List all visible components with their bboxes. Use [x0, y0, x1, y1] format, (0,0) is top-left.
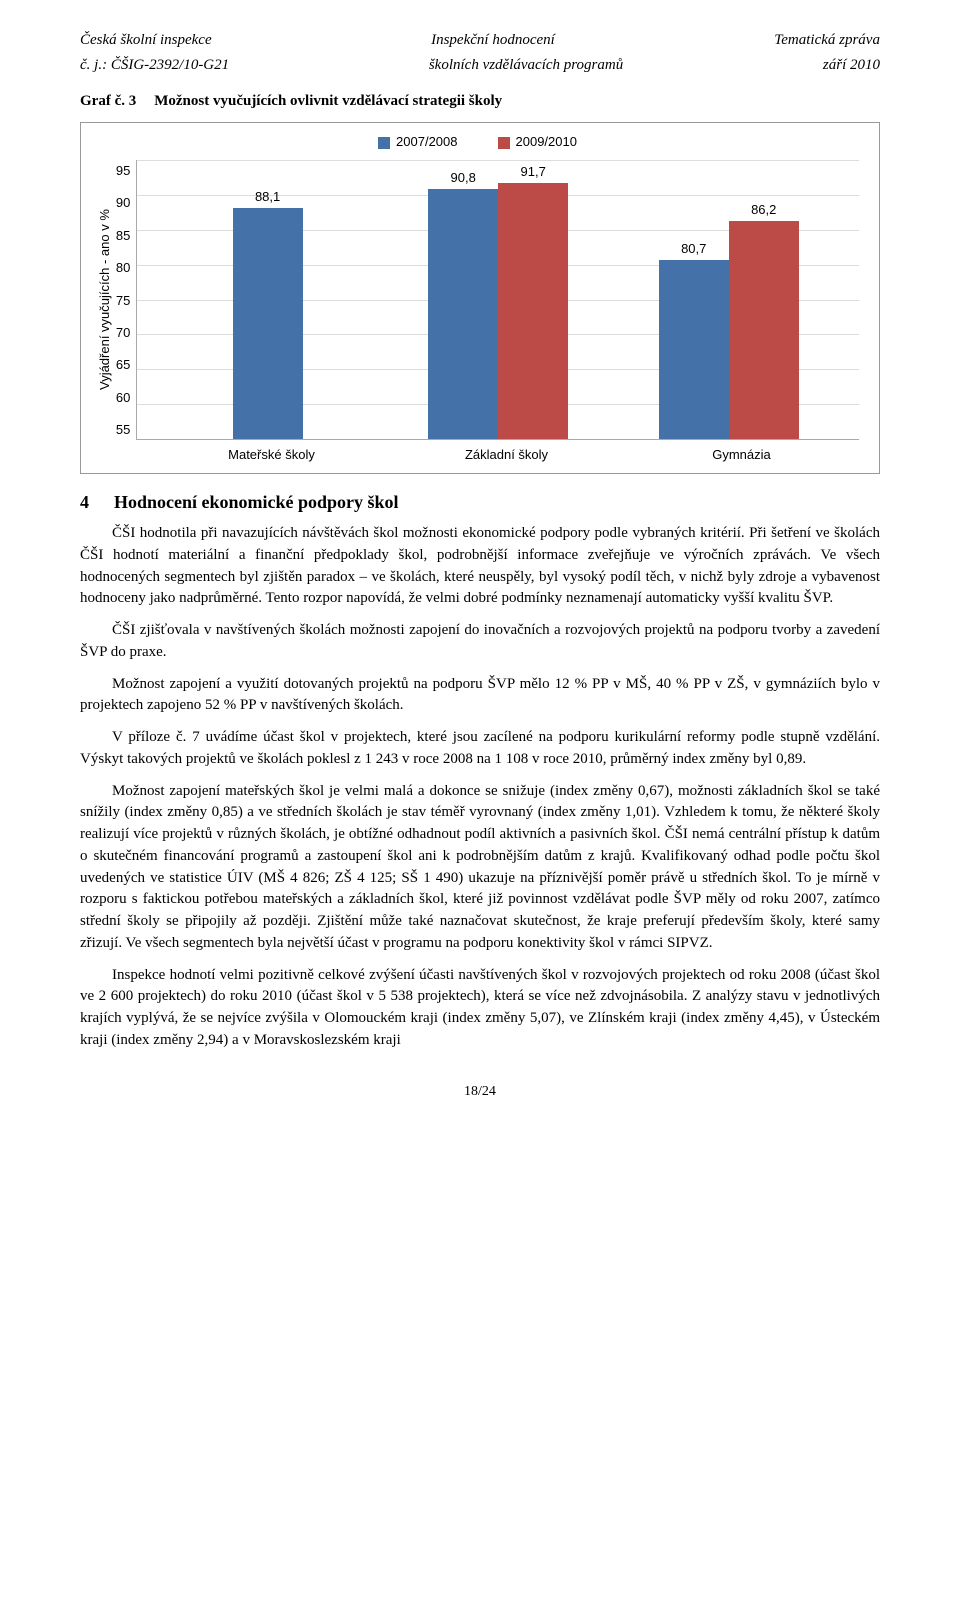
- body-paragraph: ČŠI zjišťovala v navštívených školách mo…: [80, 620, 880, 664]
- bar: 88,1: [233, 208, 303, 439]
- header-right-1: Tematická zpráva: [774, 30, 880, 52]
- body-paragraph: V příloze č. 7 uvádíme účast škol v proj…: [80, 727, 880, 771]
- page-header-row-2: č. j.: ČŠIG-2392/10-G21 školních vzděláv…: [80, 55, 880, 77]
- legend-swatch-2: [498, 137, 510, 149]
- body-paragraph: ČŠI hodnotila při navazujících návštěvác…: [80, 523, 880, 610]
- section-number: 4: [80, 489, 89, 515]
- chart-area: Vyjádření vyučujících - ano v % 95 90 85 80…: [96, 160, 859, 440]
- legend-label-2: 2009/2010: [516, 133, 577, 152]
- legend-label-1: 2007/2008: [396, 133, 457, 152]
- chart-legend: 2007/2008 2009/2010: [96, 133, 859, 152]
- x-tick-label: Základní školy: [389, 446, 624, 465]
- bar: 86,2: [729, 221, 799, 439]
- chart-label: Graf č. 3: [80, 91, 136, 113]
- y-tick: 70: [116, 324, 130, 343]
- legend-swatch-1: [378, 137, 390, 149]
- y-tick: 60: [116, 389, 130, 408]
- y-tick: 75: [116, 292, 130, 311]
- header-center-1: Inspekční hodnocení: [431, 30, 555, 52]
- header-left-1: Česká školní inspekce: [80, 30, 212, 52]
- y-axis-ticks: 95 90 85 80 75 70 65 60 55: [116, 160, 136, 440]
- body-paragraph: Inspekce hodnotí velmi pozitivně celkové…: [80, 965, 880, 1052]
- legend-item-2009: 2009/2010: [498, 133, 577, 152]
- y-tick: 95: [116, 162, 130, 181]
- bar-group: 80,786,2: [613, 160, 844, 439]
- body-paragraph: Možnost zapojení mateřských škol je velm…: [80, 781, 880, 955]
- body-paragraph: Možnost zapojení a využití dotovaných pr…: [80, 674, 880, 718]
- chart-bars: 88,190,891,780,786,2: [137, 160, 859, 439]
- chart-plot: 88,190,891,780,786,2: [136, 160, 859, 440]
- page-number: 18/24: [80, 1082, 880, 1102]
- bar: 90,8: [428, 189, 498, 439]
- x-tick-label: Mateřské školy: [154, 446, 389, 465]
- bar-value-label: 80,7: [659, 240, 729, 259]
- chart-container: 2007/2008 2009/2010 Vyjádření vyučujícíc…: [80, 122, 880, 474]
- page-header-row-1: Česká školní inspekce Inspekční hodnocen…: [80, 30, 880, 52]
- x-tick-label: Gymnázia: [624, 446, 859, 465]
- y-tick: 85: [116, 227, 130, 246]
- bar-value-label: 90,8: [428, 169, 498, 188]
- header-right-2: září 2010: [823, 55, 880, 77]
- y-tick: 90: [116, 194, 130, 213]
- header-left-2: č. j.: ČŠIG-2392/10-G21: [80, 55, 229, 77]
- y-axis-label: Vyjádření vyučujících - ano v %: [96, 160, 115, 440]
- bar: 80,7: [659, 260, 729, 439]
- y-tick: 55: [116, 421, 130, 440]
- bar-value-label: 88,1: [233, 188, 303, 207]
- legend-item-2007: 2007/2008: [378, 133, 457, 152]
- bar-group: 88,1: [152, 160, 383, 439]
- x-axis-labels: Mateřské školyZákladní školyGymnázia: [154, 446, 859, 465]
- y-tick: 65: [116, 356, 130, 375]
- section-heading: 4 Hodnocení ekonomické podpory škol: [80, 489, 880, 515]
- y-tick: 80: [116, 259, 130, 278]
- chart-title: Možnost vyučujících ovlivnit vzdělávací …: [154, 91, 502, 113]
- bar-group: 90,891,7: [383, 160, 614, 439]
- bar-value-label: 91,7: [498, 163, 568, 182]
- header-center-2: školních vzdělávacích programů: [429, 55, 623, 77]
- bar: 91,7: [498, 183, 568, 439]
- section-title: Hodnocení ekonomické podpory škol: [114, 489, 399, 515]
- body-text: ČŠI hodnotila při navazujících návštěvác…: [80, 523, 880, 1052]
- bar-value-label: 86,2: [729, 201, 799, 220]
- chart-heading: Graf č. 3 Možnost vyučujících ovlivnit v…: [80, 91, 880, 113]
